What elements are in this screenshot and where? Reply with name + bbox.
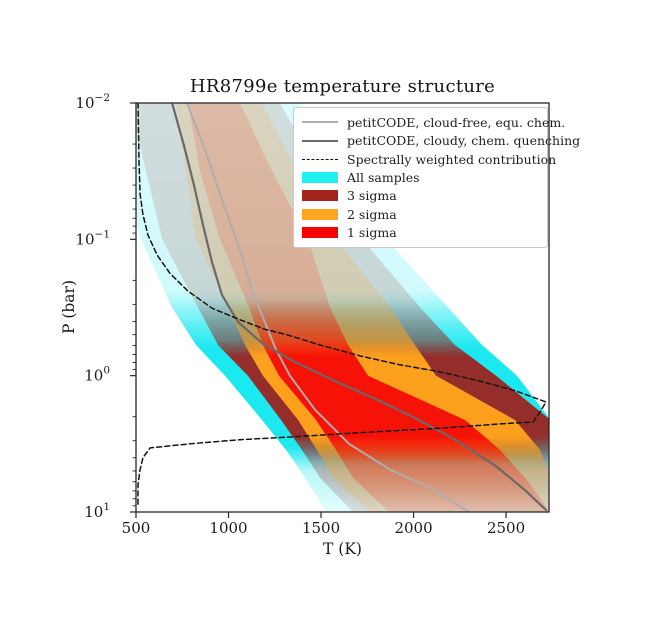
legend-line-sample: [302, 121, 338, 124]
x-tick-label: 2500: [487, 519, 525, 537]
legend-item-petitcode-cloud-free-equ-chem: petitCODE, cloud-free, equ. chem.: [302, 114, 565, 131]
legend-item-all-samples: All samples: [302, 169, 539, 186]
legend-color-swatch: [302, 208, 338, 220]
plot-area: [136, 103, 549, 512]
legend-label: Spectrally weighted contribution: [347, 151, 557, 167]
legend-color-swatch: [302, 190, 338, 202]
curve-petitcode-cloudy-chem-quenching: [171, 103, 548, 512]
y-tick-label: 101: [84, 501, 110, 521]
legend-label: 3 sigma: [347, 188, 397, 204]
legend-item-3-sigma: 3 sigma: [302, 187, 539, 204]
legend-label: All samples: [347, 169, 420, 185]
axis-ticks: [130, 102, 507, 518]
legend-label: petitCODE, cloud-free, equ. chem.: [347, 114, 566, 130]
x-tick-label: 1000: [209, 519, 247, 537]
curve-petitcode-cloud-free-equ-chem: [186, 103, 471, 512]
legend-item-petitcode-cloudy-chem-quenching: petitCODE, cloudy, chem. quenching: [302, 132, 580, 149]
y-tick-label: 10−1: [75, 228, 110, 248]
x-tick-label: 2000: [394, 519, 432, 537]
y-axis-label: P (bar): [60, 279, 78, 335]
legend-label: 2 sigma: [347, 206, 397, 222]
legend-color-swatch: [302, 171, 338, 183]
curve-spectrally-weighted-contribution: [137, 103, 547, 506]
legend-color-swatch: [302, 227, 338, 239]
x-axis-label: T (K): [323, 540, 362, 558]
x-tick-label: 1500: [302, 519, 340, 537]
legend-box: petitCODE, cloud-free, equ. chem. petitCO…: [293, 107, 580, 248]
chart-title: HR8799e temperature structure: [189, 76, 496, 97]
legend-line-sample: [302, 158, 338, 160]
band-1-sigma: [188, 103, 549, 512]
y-tick-label: 100: [84, 365, 110, 385]
y-tick-label: 10−2: [75, 92, 110, 112]
legend-label: petitCODE, cloudy, chem. quenching: [347, 133, 581, 149]
legend-item-1-sigma: 1 sigma: [302, 224, 539, 241]
legend-label: 1 sigma: [347, 225, 397, 241]
legend-line-sample: [302, 139, 338, 142]
x-tick-label: 500: [122, 519, 151, 537]
plot-frame: [135, 102, 550, 513]
legend-item-spectrally-weighted-contribution: Spectrally weighted contribution: [302, 151, 556, 168]
legend-item-2-sigma: 2 sigma: [302, 206, 539, 223]
